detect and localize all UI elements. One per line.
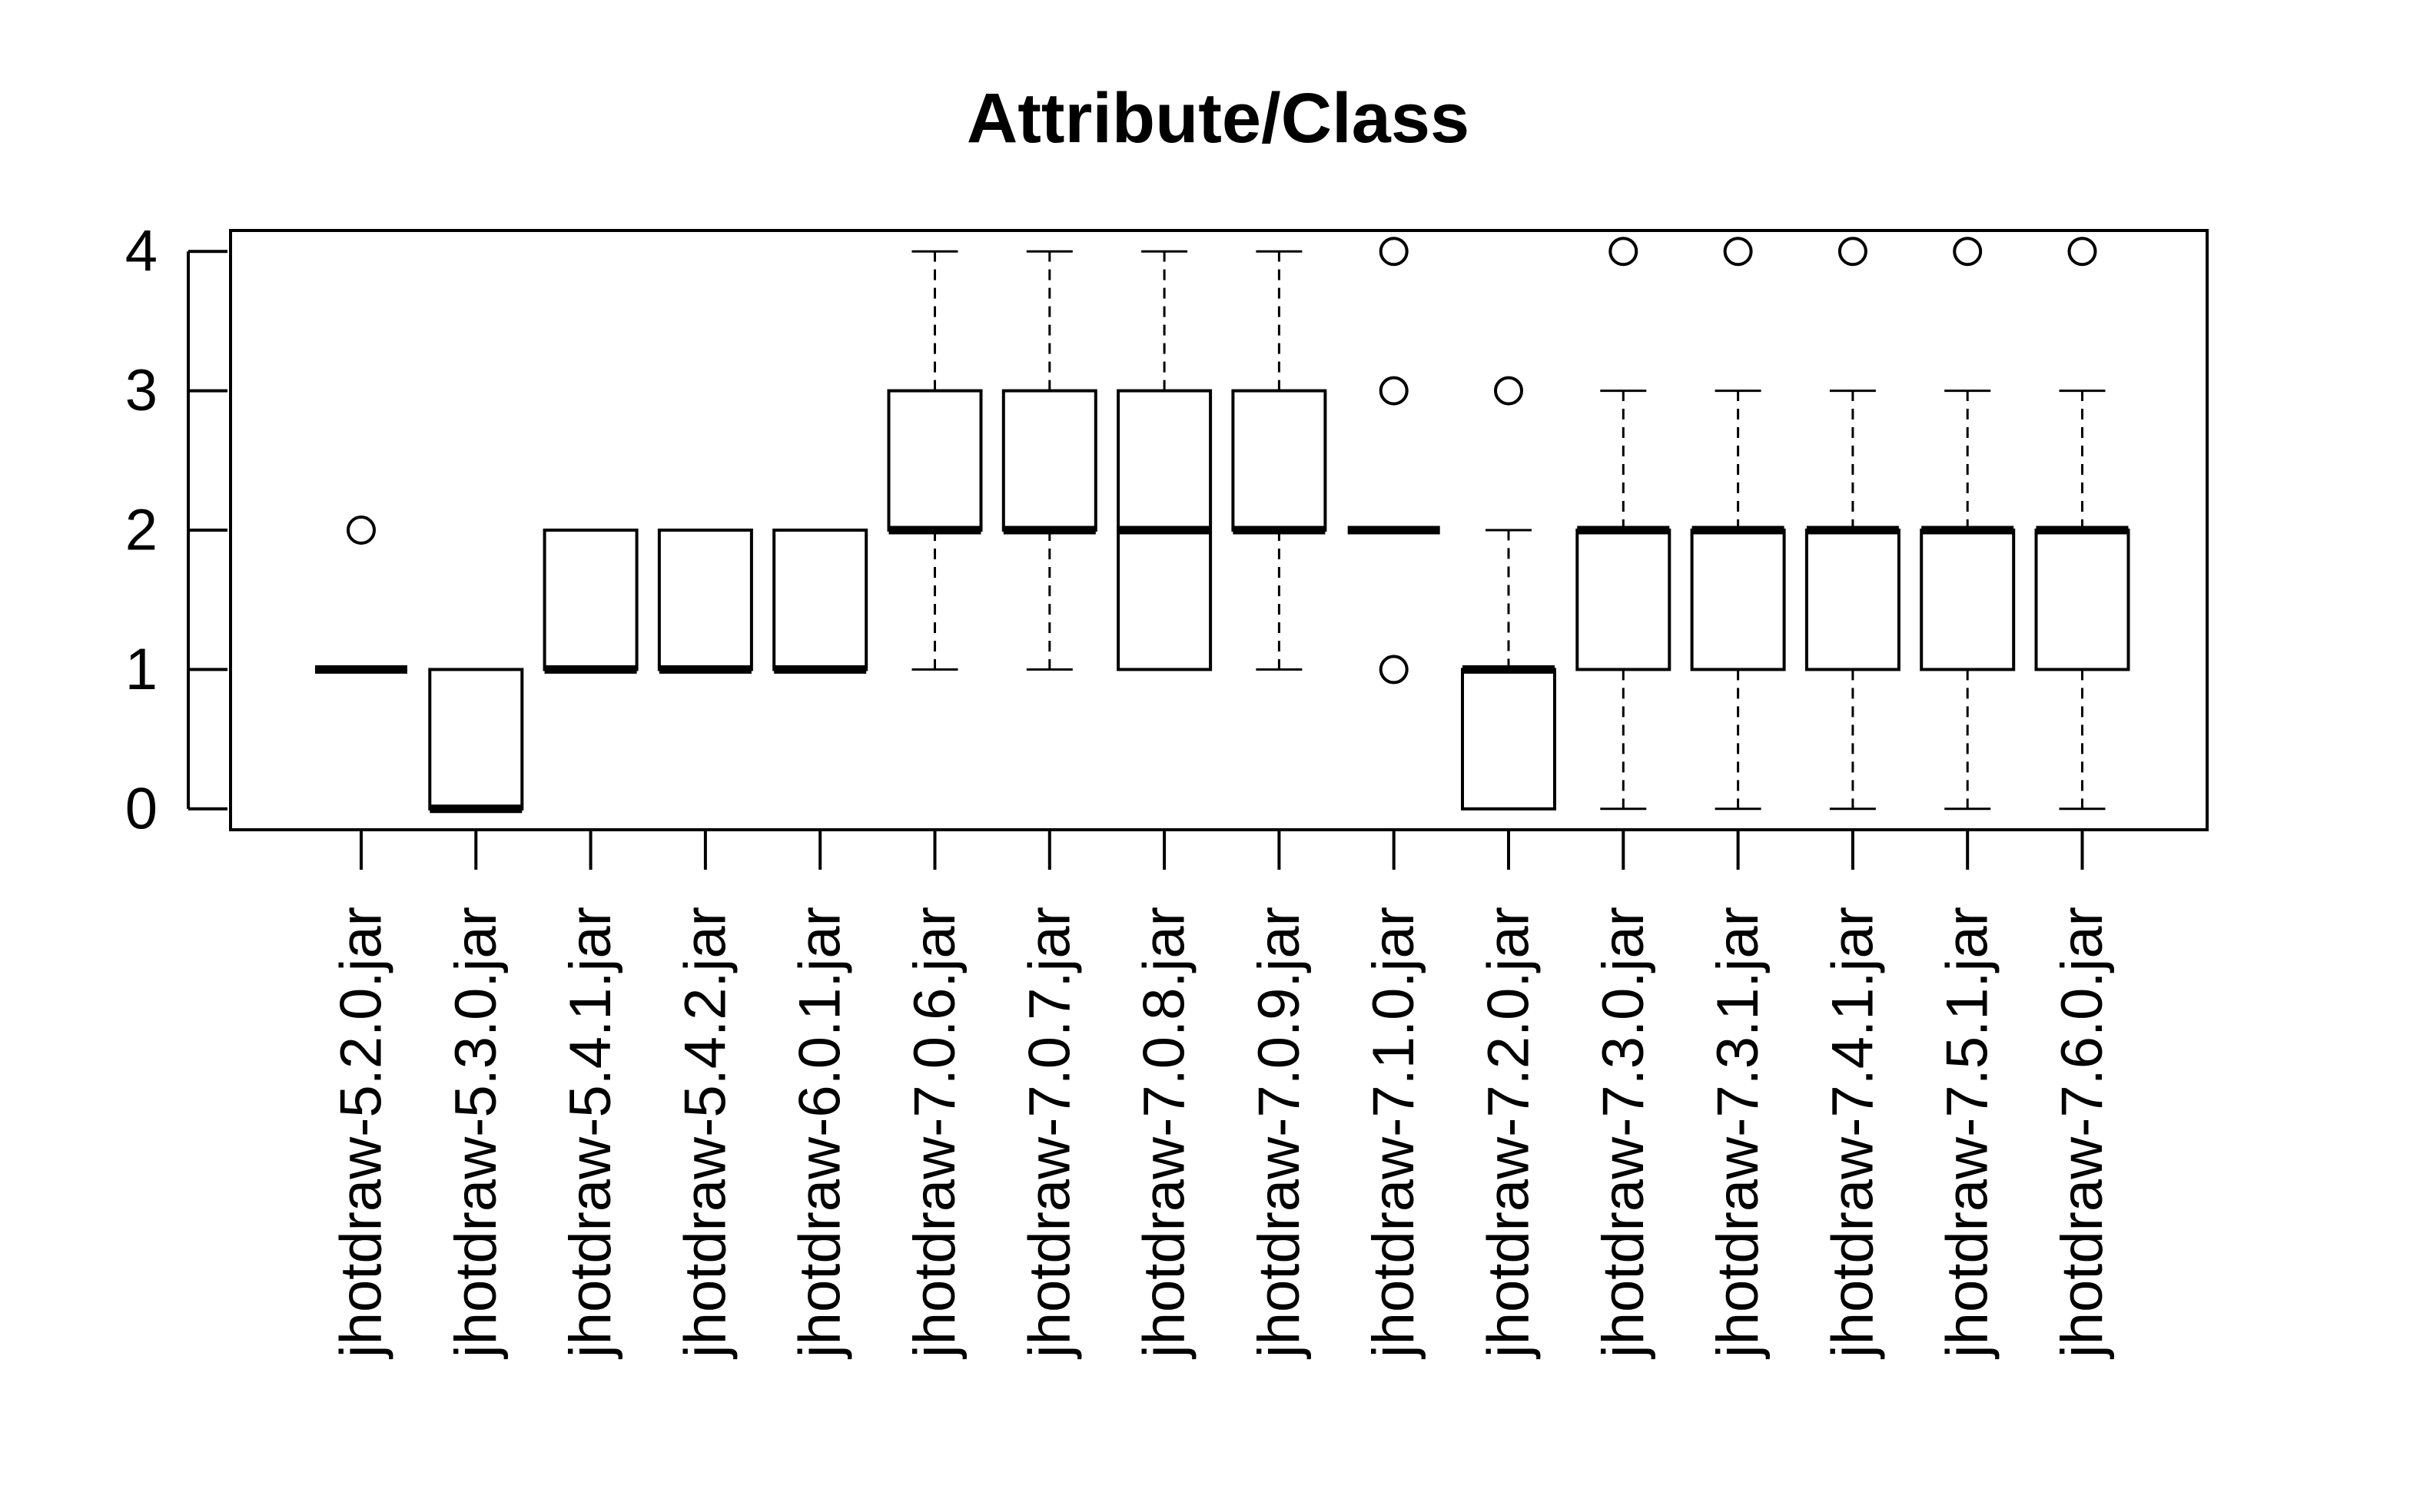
box-jhotdraw-7.1.0.jar [1347,237,1440,685]
outlier-point [347,516,376,545]
y-tick-label: 4 [125,219,158,284]
iqr-box [887,389,983,532]
box-jhotdraw-7.5.1.jar [1920,237,2016,811]
outlier-point [1723,237,1753,267]
x-tick-label: jhotdraw-7.6.0.jar [2050,907,2115,1359]
box-jhotdraw-7.3.1.jar [1690,237,1786,811]
y-tick-label: 0 [125,776,158,841]
iqr-box [1920,529,2016,671]
box-jhotdraw-7.4.1.jar [1804,237,1900,811]
x-tick-label: jhotdraw-5.4.2.jar [672,907,738,1359]
x-tick-label: jhotdraw-7.5.1.jar [1935,907,2000,1359]
outlier-point [1494,376,1523,406]
iqr-box [772,529,868,671]
box-jhotdraw-7.0.7.jar [1001,250,1097,671]
iqr-box [657,529,753,671]
x-tick-label: jhotdraw-6.0.1.jar [788,907,853,1359]
outlier-point [1953,237,1983,267]
box-series [315,237,2130,814]
x-axis: jhotdraw-5.2.0.jar jhotdraw-5.3.0.jar jhot… [329,830,2115,1359]
x-tick-label: jhotdraw-7.0.8.jar [1132,907,1197,1359]
x-tick-label: jhotdraw-7.0.7.jar [1017,907,1082,1359]
box-jhotdraw-5.2.0.jar [315,516,407,674]
y-tick-label: 3 [125,358,158,423]
x-tick-label: jhotdraw-7.3.0.jar [1591,907,1656,1359]
iqr-box [2034,529,2130,671]
box-jhotdraw-7.2.0.jar [1461,376,1556,811]
box-jhotdraw-5.4.2.jar [657,529,753,674]
box-jhotdraw-7.0.6.jar [887,250,983,671]
chart-title: Attribute/Class [967,79,1469,158]
outlier-point [1837,237,1867,267]
box-jhotdraw-5.3.0.jar [428,668,524,814]
plot-frame [229,229,2209,831]
iqr-box [1690,529,1786,671]
box-jhotdraw-7.0.8.jar [1117,250,1213,671]
x-tick-label: jhotdraw-5.4.1.jar [558,907,623,1359]
x-tick-label: jhotdraw-7.0.6.jar [902,907,968,1359]
box-jhotdraw-7.6.0.jar [2034,237,2130,811]
iqr-box [1231,389,1327,532]
box-jhotdraw-7.3.0.jar [1575,237,1671,811]
x-tick-label: jhotdraw-7.3.1.jar [1705,907,1771,1359]
outlier-point [2067,237,2097,267]
box-jhotdraw-7.0.9.jar [1231,250,1327,671]
x-tick-label: jhotdraw-5.2.0.jar [329,907,394,1359]
y-tick-label: 2 [125,498,158,563]
iqr-box [428,668,524,811]
y-axis: 0 1 2 3 4 [125,219,227,841]
x-tick-label: jhotdraw-7.1.0.jar [1361,907,1426,1359]
iqr-box [1461,668,1556,811]
outlier-point [1379,376,1409,406]
iqr-box [1804,529,1900,671]
iqr-box [1001,389,1097,532]
box-jhotdraw-5.4.1.jar [543,529,639,674]
box-jhotdraw-6.0.1.jar [772,529,868,674]
x-tick-label: jhotdraw-5.3.0.jar [443,907,509,1359]
iqr-box [1575,529,1671,671]
outlier-point [1379,237,1409,267]
outlier-point [1379,655,1409,685]
x-tick-label: jhotdraw-7.4.1.jar [1820,907,1885,1359]
iqr-box [543,529,639,671]
y-tick-label: 1 [125,637,158,702]
x-tick-label: jhotdraw-7.0.9.jar [1247,907,1312,1359]
outlier-point [1608,237,1638,267]
x-tick-label: jhotdraw-7.2.0.jar [1476,907,1542,1359]
